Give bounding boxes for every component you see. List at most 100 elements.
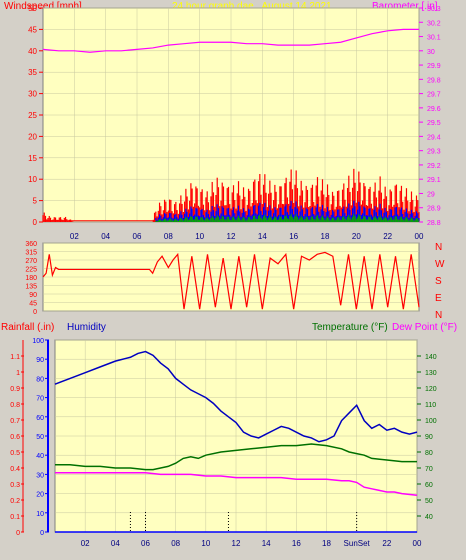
barometer-line [42,28,419,53]
dewpoint-axis-title: Dew Point (°F) [392,322,457,333]
barometer-tick-label: 29.5 [427,120,441,127]
temp-time-tick-label: 16 [292,539,301,548]
temp-time-ticks: 02 04 06 08 10 12 14 16 18 SunSet 22 00 [81,539,422,548]
wind-time-tick-label: 04 [101,232,110,241]
direction-tick-label: 0 [33,309,37,316]
wind-time-tick-label: 20 [352,232,361,241]
temp-time-tick-label: 02 [81,539,90,548]
temp-time-tick-label: 10 [201,539,210,548]
temp-series [54,350,418,533]
direction-series [42,251,420,310]
humidity-tick-label: 0 [40,530,44,537]
barometer-tick-label: 29 [427,191,435,198]
humidity-tick-label: 10 [36,511,44,518]
humidity-temp-panel: 0 0.1 0.2 0.3 0.4 0.5 0.6 0.7 0.8 0.9 1 1.1 0 10 20 30… [10,338,437,548]
humidity-tick-label: 30 [36,472,44,479]
humidity-tick-label: 20 [36,492,44,499]
humidity-tick-label: 70 [36,396,44,403]
temperature-tick-label: 90 [425,434,433,441]
humidity-line [54,350,418,443]
rainfall-tick-label: 0.1 [10,514,20,521]
rainfall-tick-label: 0.6 [10,434,20,441]
windspeed-tick-label: 0 [33,218,38,227]
windspeed-tick-label: 10 [28,175,37,184]
barometer-tick-label: 30.2 [427,20,441,27]
barometer-tick-label: 29.8 [427,77,441,84]
rainfall-tick-label: 1 [16,370,20,377]
rainfall-tick-label: 0 [16,530,20,537]
direction-tick-label: 135 [25,284,37,291]
humidity-tick-label: 100 [32,338,44,345]
direction-tick-label: 225 [25,267,37,274]
barometer-tick-label: 30.1 [427,35,441,42]
rainfall-axis-title: Rainfall (.in) [1,322,54,333]
windspeed-tick-label: 30 [28,90,37,99]
barometer-tick-label: 29.6 [427,106,441,113]
barometer-tick-label: 29.3 [427,149,441,156]
temp-time-tick-label: 00 [413,539,422,548]
direction-tick-label: 45 [29,301,37,308]
windspeed-tick-label: 5 [33,197,38,206]
temp-time-tick-label: 14 [262,539,271,548]
humidity-axis-title: Humidity [67,322,106,333]
direction-grid [43,242,419,312]
wind-time-ticks: 02 04 06 08 10 12 14 16 18 20 22 00 [70,232,424,241]
temperature-axis-title: Temperature (°F) [312,322,388,333]
barometer-tick-label: 30.3 [427,6,441,13]
humidity-tick-label: 60 [36,415,44,422]
rainfall-tick-label: 0.2 [10,498,20,505]
compass-label: N [435,310,442,321]
barometer-tick-label: 30 [427,49,435,56]
rainfall-tick-label: 0.8 [10,402,20,409]
wind-grid [43,7,420,223]
rainfall-tick-label: 0.5 [10,450,20,457]
temperature-tick-label: 120 [425,386,437,393]
temperature-tick-label: 70 [425,466,433,473]
dewpoint-line [55,472,418,496]
barometer-tick-label: 29.1 [427,177,441,184]
temp-time-tick-label: 12 [232,539,241,548]
humidity-tick-label: 40 [36,453,44,460]
direction-tick-label: 270 [25,258,37,265]
temperature-line [55,443,417,471]
direction-tick-label: 360 [25,241,37,248]
temp-time-tick-label: 08 [171,539,180,548]
temperature-tick-label: 40 [425,514,433,521]
rainfall-tick-label: 0.7 [10,418,20,425]
direction-line [42,251,420,310]
compass-label: E [435,293,442,304]
barometer-tick-label: 29.4 [427,134,441,141]
event-markers [129,512,358,532]
temperature-tick-label: 100 [425,418,437,425]
windspeed-tick-label: 50 [28,4,37,13]
wind-time-tick-label: 14 [258,232,267,241]
rainfall-ticks: 0 0.1 0.2 0.3 0.4 0.5 0.6 0.7 0.8 0.9 1 1.1 [10,340,24,537]
barometer-axis-title: Barometer [.in] [372,1,438,12]
humidity-ticks: 0 10 20 30 40 50 60 70 80 90 100 [32,338,49,537]
barometer-tick-label: 29.7 [427,92,441,99]
temperature-tick-label: 110 [425,402,436,409]
windspeed-tick-label: 15 [28,154,37,163]
temp-time-tick-label: SunSet [344,539,371,548]
graph-date-title: 24 hour graph dae , August 14 2021 [172,1,332,12]
humidity-tick-label: 50 [36,434,44,441]
wind-time-tick-label: 08 [164,232,173,241]
temperature-tick-label: 60 [425,482,433,489]
barometer-tick-label: 28.8 [427,220,441,227]
wind-time-tick-label: 22 [383,232,392,241]
temperature-tick-label: 140 [425,354,437,361]
temp-time-tick-label: 06 [141,539,150,548]
barometer-tick-label: 28.9 [427,206,441,213]
temp-time-tick-label: 22 [382,539,391,548]
barometer-ticks: 28.8 28.9 29 29.1 29.2 29.3 29.4 29.5 29.6 29.7 29… [419,6,441,227]
windspeed-tick-label: 20 [28,132,37,141]
windspeed-series [42,168,420,222]
windspeed-tick-label: 25 [28,111,37,120]
wind-time-tick-label: 12 [227,232,236,241]
wind-time-tick-label: 00 [415,232,424,241]
